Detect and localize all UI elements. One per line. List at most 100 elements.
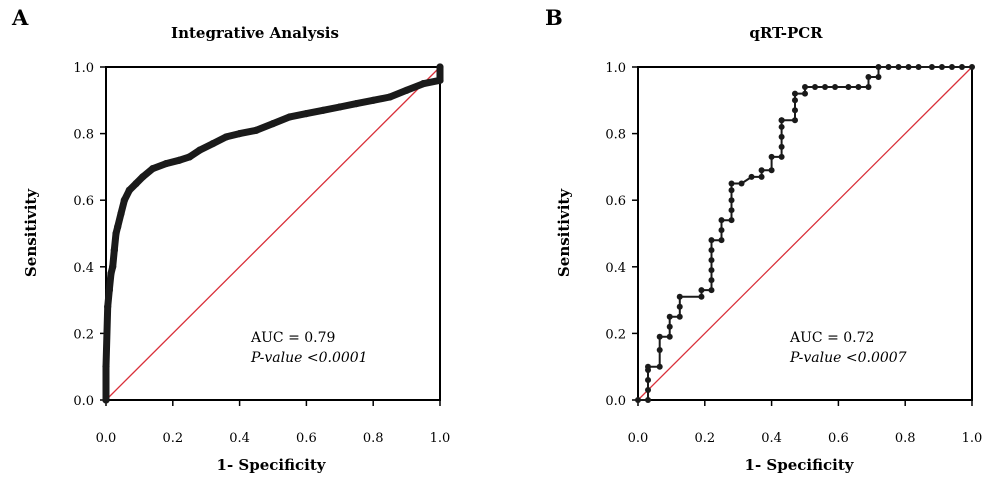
panel-b-ytick-label-5: 1.0	[605, 61, 626, 76]
panel-a-pvalue-annotation: P-value <0.0001	[250, 350, 368, 366]
panel-b-roc-point-55	[865, 73, 872, 80]
panel-b-roc-point-17	[708, 287, 715, 294]
panel-a-roc-point-18	[195, 146, 204, 154]
panel-b-roc-point-29	[728, 187, 735, 194]
panel-a-xtick-label-2: 0.4	[229, 431, 250, 446]
panel-a-xlabel: 1- Specificity	[217, 456, 327, 474]
panel-b-roc-point-32	[748, 173, 755, 180]
panel-b-roc-point-49	[812, 83, 819, 90]
panel-b-roc-point-15	[698, 293, 705, 300]
panel-b-xtick-label-1: 0.2	[694, 431, 715, 446]
panel-b-roc-point-51	[832, 83, 839, 90]
panel-a-roc-point-5	[109, 263, 117, 271]
panel-b-roc-point-37	[778, 153, 785, 160]
panel-a-roc-point-3	[105, 286, 113, 294]
panel-a-xtick-label-0: 0.0	[96, 431, 117, 446]
panel-b-xtick-label-2: 0.4	[761, 431, 782, 446]
panel-b-roc-point-47	[802, 90, 808, 97]
panel-b-roc-point-43	[791, 117, 798, 124]
panel-a-ytick-label-4: 0.8	[73, 128, 94, 143]
panel-b-roc-point-64	[948, 64, 955, 70]
panel-b-xtick-label-0: 0.0	[628, 431, 649, 446]
panel-a-roc-curve	[102, 63, 444, 404]
panel-b-roc-point-36	[768, 153, 775, 160]
panel-a-roc-point-19	[209, 139, 217, 148]
panel-a-roc-point-1	[102, 363, 110, 371]
panel-a-roc-point-31	[403, 86, 411, 94]
panel-b-roc-point-8	[656, 333, 663, 340]
panel-b-letter: B	[545, 5, 563, 30]
panel-a-roc-point-23	[269, 120, 277, 128]
panel-b-roc-point-10	[666, 323, 673, 330]
panel-a-ytick-label-0: 0.0	[73, 394, 94, 409]
panel-b-roc-point-52	[845, 83, 852, 90]
panel-b-roc-point-11	[666, 313, 673, 320]
panel-b-reference-line	[637, 66, 973, 401]
panel-b-ytick-label-4: 0.8	[605, 128, 626, 143]
panel-a-roc-point-13	[139, 173, 147, 181]
panel-a-letter: A	[11, 5, 29, 30]
panel-b-roc-point-45	[791, 97, 798, 104]
panel-b-roc-point-14	[676, 293, 683, 300]
panel-a-roc-point-15	[162, 159, 170, 168]
panel-b-roc-point-44	[791, 107, 798, 114]
panel-a-ticks: 0.0 0.2 0.4 0.6 0.8 1.0 0.0 0.2 0.4 0.6 0.8 1.0	[73, 61, 450, 446]
panel-b-roc-point-35	[768, 167, 775, 174]
panel-b-roc-point-26	[728, 217, 735, 224]
panel-a-roc-point-16	[175, 156, 184, 164]
panel-b-roc-point-2	[645, 387, 652, 394]
panel-a-ytick-label-3: 0.6	[73, 194, 94, 209]
panel-a-reference-line	[105, 66, 441, 401]
panel-b-roc-point-39	[778, 133, 785, 140]
panel-b-roc-point-1	[645, 397, 652, 403]
panel-b-roc-point-33	[758, 173, 765, 180]
panel-a-roc-point-20	[222, 133, 230, 141]
panel-b-roc-point-54	[865, 83, 872, 90]
panel-b-roc-point-3	[645, 377, 652, 384]
panel-b-roc-point-56	[875, 73, 882, 80]
panel-b-roc-point-40	[778, 123, 785, 130]
panel-b-roc-point-48	[802, 83, 808, 90]
panel-a-ytick-label-5: 1.0	[73, 61, 94, 76]
panel-a-roc-point-4	[107, 269, 115, 278]
panel-b-roc-point-66	[969, 64, 975, 70]
panel-b-roc-point-58	[885, 64, 892, 70]
panel-b-roc-point-18	[708, 277, 715, 284]
panel-b-xtick-label-5: 1.0	[962, 431, 983, 446]
panel-b-roc-point-27	[728, 207, 735, 214]
panel-a-roc-point-8	[114, 223, 122, 231]
panel-a-ytick-label-2: 0.4	[73, 261, 94, 276]
panel-b-roc-point-46	[791, 90, 798, 97]
panel-b-roc-point-59	[895, 64, 902, 70]
panel-b-roc-point-13	[676, 303, 683, 310]
panel-a-roc-point-27	[336, 103, 344, 111]
panel-a-roc-point-24	[286, 113, 294, 121]
panel-a-title: Integrative Analysis	[171, 24, 339, 42]
panel-b-roc-point-34	[758, 167, 765, 174]
panel-b-roc-point-63	[938, 64, 945, 70]
panel-a-roc-point-17	[185, 153, 194, 161]
panel-a-xtick-label-3: 0.6	[296, 431, 317, 446]
panel-b-roc-point-22	[708, 237, 715, 244]
panel-a-roc-point-25	[302, 110, 310, 118]
panel-b-roc-point-65	[958, 64, 965, 70]
panel-a-xtick-label-5: 1.0	[430, 431, 451, 446]
panel-a: A Integrative Analysis Sensitivity 1- Sp…	[11, 5, 450, 474]
panel-b-xtick-label-4: 0.8	[895, 431, 916, 446]
panel-a-roc-point-10	[120, 196, 128, 204]
panel-a-ylabel: Sensitivity	[22, 188, 40, 277]
panel-b-roc-point-28	[728, 197, 735, 204]
panel-a-roc-point-30	[386, 93, 394, 101]
panel-a-auc-annotation: AUC = 0.79	[250, 330, 335, 346]
panel-a-roc-point-26	[319, 106, 327, 114]
panel-b-plot-frame	[637, 66, 973, 401]
panel-b-xlabel: 1- Specificity	[745, 456, 855, 474]
panel-b-roc-point-6	[656, 363, 663, 370]
panel-b-ylabel: Sensitivity	[555, 188, 573, 277]
panel-b-roc-point-38	[778, 143, 785, 150]
panel-a-roc-point-28	[352, 100, 361, 108]
panel-b-roc-point-60	[905, 64, 912, 70]
panel-b-roc-point-24	[718, 227, 725, 234]
panel-b-roc-point-20	[708, 257, 715, 264]
